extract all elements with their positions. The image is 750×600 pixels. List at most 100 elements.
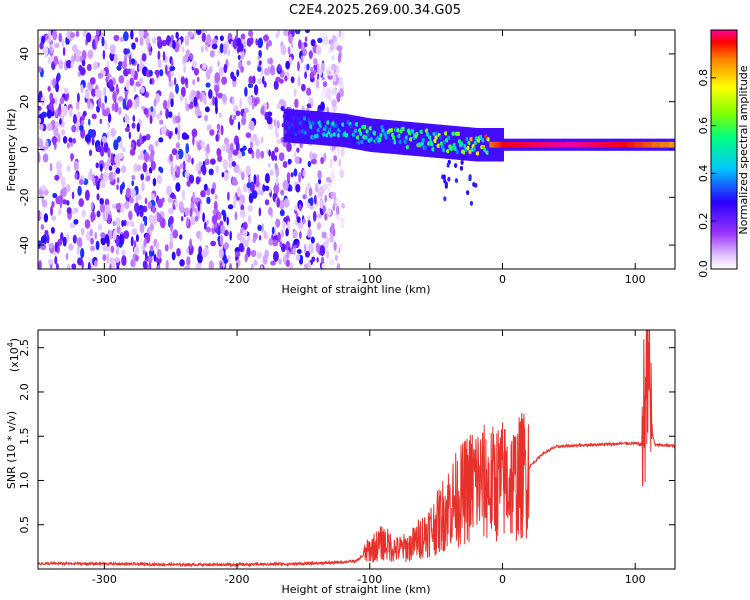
signal-blob (351, 132, 356, 138)
noise-speckle (69, 222, 75, 228)
noise-speckle (294, 205, 298, 212)
noise-speckle (53, 55, 59, 65)
noise-speckle (274, 146, 279, 153)
noise-speckle (51, 136, 58, 144)
noise-speckle (108, 171, 115, 182)
signal-core (592, 141, 595, 148)
signal-halo (327, 112, 329, 146)
signal-core (493, 141, 496, 148)
noise-speckle (309, 71, 315, 79)
signal-blob (292, 115, 297, 121)
noise-speckle (170, 165, 174, 176)
signal-halo (400, 121, 403, 155)
noise-speckle (239, 209, 246, 218)
signal-core (604, 141, 606, 148)
signal-core (549, 141, 552, 148)
noise-speckle (120, 202, 125, 214)
signal-halo (371, 118, 374, 153)
noise-speckle (74, 172, 78, 180)
noise-speckle (110, 127, 117, 138)
noise-speckle (145, 169, 150, 177)
signal-halo (376, 119, 379, 153)
signal-blob (326, 120, 331, 125)
noise-speckle (204, 44, 209, 52)
noise-speckle (129, 196, 134, 204)
noise-speckle (315, 242, 320, 253)
noise-speckle (124, 91, 128, 101)
noise-speckle (282, 161, 288, 168)
signal-tail (468, 174, 472, 180)
signal-core (628, 141, 631, 148)
noise-speckle (71, 209, 77, 215)
noise-speckle (66, 232, 69, 243)
signal-core (640, 141, 643, 148)
signal-blob (311, 120, 316, 126)
signal-core (581, 141, 584, 148)
noise-speckle (223, 241, 230, 250)
noise-speckle (124, 200, 130, 210)
signal-blob (423, 145, 428, 151)
noise-speckle (331, 88, 338, 96)
noise-speckle (232, 38, 238, 50)
noise-speckle (184, 265, 191, 269)
signal-tail (442, 174, 446, 180)
noise-speckle (205, 69, 211, 80)
signal-core (501, 141, 503, 148)
noise-speckle (337, 53, 342, 64)
noise-speckle (138, 30, 145, 38)
noise-speckle (217, 92, 224, 99)
signal-core (638, 141, 640, 148)
noise-speckle (55, 74, 60, 85)
noise-speckle (328, 39, 333, 45)
noise-speckle (268, 186, 272, 193)
noise-speckle (329, 170, 336, 182)
noise-speckle (55, 109, 58, 118)
signal-core (624, 141, 627, 148)
noise-speckle (117, 106, 122, 116)
noise-speckle (197, 201, 201, 212)
noise-speckle (184, 207, 190, 217)
signal-halo (480, 127, 483, 162)
signal-blob (332, 132, 337, 137)
signal-core (497, 141, 500, 148)
noise-speckle (89, 228, 93, 237)
signal-halo (316, 111, 319, 145)
signal-core (495, 141, 498, 148)
noise-speckle (112, 91, 117, 102)
snr-panel: -300 -200 -100 0 100 0.5 1.0 1.5 2.0 2.5 Height … (5, 329, 676, 596)
signal-core (492, 141, 495, 148)
svg-text:(x104): (x104) (6, 338, 21, 372)
signal-blob (467, 140, 472, 146)
signal-halo (356, 116, 359, 150)
noise-speckle (144, 197, 148, 205)
signal-core (583, 141, 586, 148)
noise-speckle (266, 101, 269, 110)
noise-speckle (262, 254, 268, 265)
signal-blob (340, 122, 345, 127)
signal-halo (305, 110, 308, 144)
noise-speckle (78, 179, 84, 186)
signal-core (507, 141, 510, 148)
x-tick-label: 100 (625, 573, 646, 586)
signal-blob (384, 135, 389, 140)
noise-speckle (42, 153, 49, 163)
noise-speckle (48, 101, 54, 111)
noise-speckle (130, 68, 135, 77)
noise-speckle (206, 34, 212, 46)
noise-speckle (304, 250, 310, 258)
noise-speckle (82, 110, 87, 117)
noise-speckle (210, 240, 217, 247)
noise-speckle (78, 124, 84, 131)
noise-speckle (289, 185, 293, 192)
signal-blob (282, 114, 287, 119)
signal-core (586, 141, 588, 148)
noise-speckle (216, 123, 221, 131)
noise-speckle (186, 180, 191, 187)
noise-speckle (164, 64, 168, 75)
noise-speckle (131, 58, 136, 65)
x-tick-label: 100 (625, 273, 646, 286)
noise-speckle (172, 204, 176, 210)
noise-speckle (76, 245, 80, 256)
signal-halo (449, 125, 451, 160)
noise-speckle (279, 199, 285, 210)
